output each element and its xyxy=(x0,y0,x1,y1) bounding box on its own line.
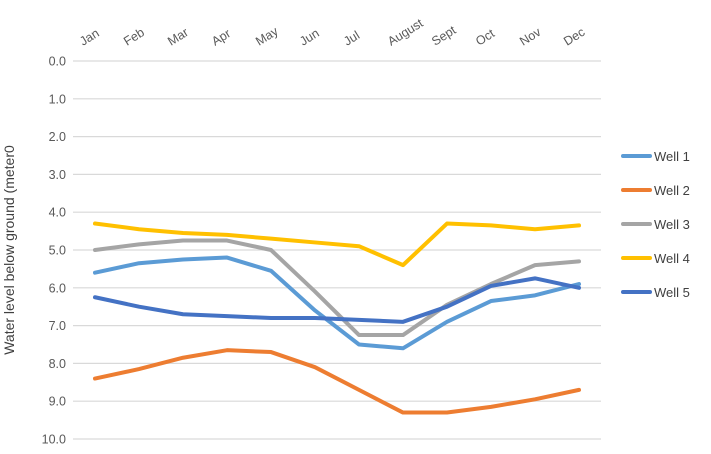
x-tick-label: Mar xyxy=(165,25,191,48)
legend-item-well-3: Well 3 xyxy=(621,207,690,241)
x-tick-label: Apr xyxy=(209,26,233,48)
x-tick-label: Jun xyxy=(297,26,322,49)
series-line-well-2 xyxy=(93,348,581,415)
y-tick-label: 7.0 xyxy=(49,319,66,333)
legend-swatch-well-5 xyxy=(621,289,652,295)
legend-label-well-4: Well 4 xyxy=(654,250,690,266)
legend-item-well-4: Well 4 xyxy=(621,241,690,275)
x-tick-label: Dec xyxy=(561,25,587,49)
y-tick-label: 8.0 xyxy=(49,357,66,371)
y-axis-tick-labels: 0.0 1.0 2.0 3.0 4.0 5.0 6.0 7.0 8.0 9.0 10.0 xyxy=(42,55,66,447)
legend-label-well-1: Well 1 xyxy=(654,148,690,164)
legend-swatch-well-4 xyxy=(621,255,652,261)
x-tick-label: August xyxy=(385,16,426,49)
y-tick-label: 4.0 xyxy=(49,206,66,220)
series-line-well-4 xyxy=(93,221,581,268)
legend-swatch-well-1 xyxy=(621,153,652,159)
series-line-well-5 xyxy=(93,276,581,324)
chart-legend: Well 1 Well 2 Well 3 Well 4 Well 5 xyxy=(621,139,690,309)
x-tick-label: Jan xyxy=(77,26,102,49)
y-tick-label: 6.0 xyxy=(49,281,66,295)
x-axis-month-labels: Jan Feb Mar Apr May Jun Jul August Sept Oct Nov Dec xyxy=(77,16,587,49)
y-tick-label: 1.0 xyxy=(49,92,66,106)
y-tick-label: 5.0 xyxy=(49,244,66,258)
legend-item-well-1: Well 1 xyxy=(621,139,690,173)
series-line-well-3 xyxy=(93,238,581,338)
legend-label-well-3: Well 3 xyxy=(654,216,690,232)
legend-item-well-5: Well 5 xyxy=(621,275,690,309)
x-tick-label: Sept xyxy=(429,23,459,49)
series-lines xyxy=(93,221,581,415)
x-tick-label: Oct xyxy=(473,26,497,48)
legend-swatch-well-3 xyxy=(621,221,652,227)
y-tick-label: 2.0 xyxy=(49,130,66,144)
y-tick-label: 0.0 xyxy=(49,55,66,69)
x-tick-label: Jul xyxy=(341,28,362,48)
legend-swatch-well-2 xyxy=(621,187,652,193)
legend-item-well-2: Well 2 xyxy=(621,173,690,207)
x-tick-label: Feb xyxy=(121,25,147,48)
y-tick-label: 10.0 xyxy=(42,433,66,447)
series-line-well-1 xyxy=(93,255,581,351)
x-tick-label: May xyxy=(253,24,281,49)
x-tick-label: Nov xyxy=(517,24,544,48)
legend-label-well-2: Well 2 xyxy=(654,182,690,198)
y-axis-title: Water level below ground (meter0 xyxy=(1,145,17,355)
y-tick-label: 3.0 xyxy=(49,168,66,182)
legend-label-well-5: Well 5 xyxy=(654,284,690,300)
gridlines xyxy=(73,60,601,440)
y-tick-label: 9.0 xyxy=(49,395,66,409)
